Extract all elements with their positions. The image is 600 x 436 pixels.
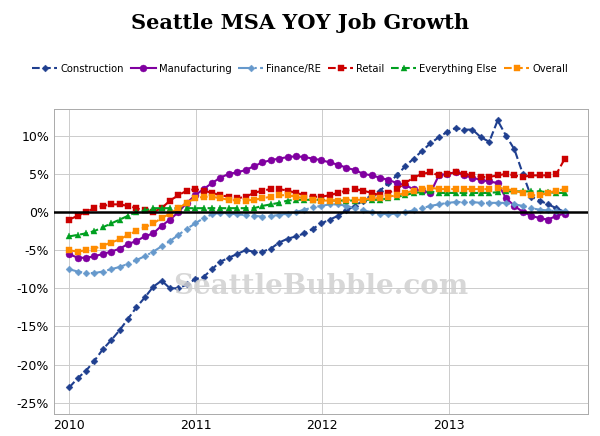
Everything Else — [233, 205, 241, 211]
Finance/RE — [65, 266, 73, 272]
Text: SeattleBubble.com: SeattleBubble.com — [173, 272, 469, 300]
Line: Construction: Construction — [67, 118, 567, 390]
Everything Else — [65, 234, 73, 239]
Overall — [427, 185, 434, 190]
Construction — [191, 276, 199, 282]
Overall — [233, 198, 241, 203]
Construction — [225, 255, 232, 260]
Manufacturing — [393, 181, 400, 186]
Line: Finance/RE: Finance/RE — [67, 200, 567, 276]
Legend: Construction, Manufacturing, Finance/RE, Retail, Everything Else, Overall: Construction, Manufacturing, Finance/RE,… — [32, 64, 568, 74]
Finance/RE — [233, 211, 241, 217]
Retail — [208, 190, 215, 195]
Finance/RE — [82, 270, 89, 276]
Everything Else — [225, 205, 232, 211]
Overall — [74, 249, 81, 254]
Manufacturing — [292, 153, 299, 159]
Retail — [191, 187, 199, 192]
Retail — [561, 156, 568, 161]
Overall — [200, 194, 207, 199]
Overall — [242, 198, 249, 203]
Finance/RE — [385, 211, 392, 217]
Construction — [494, 118, 501, 123]
Manufacturing — [74, 255, 81, 260]
Overall — [561, 187, 568, 192]
Manufacturing — [158, 223, 165, 228]
Overall — [385, 194, 392, 199]
Finance/RE — [217, 210, 224, 215]
Manufacturing — [242, 167, 249, 173]
Construction — [233, 251, 241, 256]
Construction — [376, 188, 383, 193]
Text: Seattle MSA YOY Job Growth: Seattle MSA YOY Job Growth — [131, 13, 469, 33]
Finance/RE — [200, 215, 207, 221]
Everything Else — [427, 189, 434, 194]
Finance/RE — [242, 212, 249, 218]
Manufacturing — [233, 170, 241, 175]
Finance/RE — [452, 199, 459, 204]
Retail — [233, 196, 241, 201]
Manufacturing — [217, 175, 224, 181]
Everything Else — [376, 197, 383, 202]
Everything Else — [191, 205, 199, 211]
Overall — [217, 196, 224, 201]
Everything Else — [208, 205, 215, 211]
Construction — [149, 284, 157, 290]
Construction — [208, 266, 215, 272]
Line: Retail: Retail — [66, 155, 568, 223]
Retail — [376, 193, 383, 198]
Everything Else — [561, 190, 568, 195]
Construction — [65, 385, 73, 390]
Construction — [561, 209, 568, 215]
Manufacturing — [561, 211, 568, 216]
Overall — [65, 248, 73, 253]
Retail — [225, 194, 232, 199]
Finance/RE — [158, 244, 165, 249]
Line: Everything Else: Everything Else — [66, 188, 568, 240]
Overall — [158, 215, 165, 221]
Manufacturing — [200, 187, 207, 192]
Line: Manufacturing: Manufacturing — [66, 153, 568, 261]
Finance/RE — [561, 208, 568, 214]
Line: Overall: Overall — [66, 184, 568, 255]
Manufacturing — [65, 251, 73, 256]
Retail — [65, 217, 73, 222]
Retail — [149, 209, 157, 215]
Everything Else — [149, 205, 157, 211]
